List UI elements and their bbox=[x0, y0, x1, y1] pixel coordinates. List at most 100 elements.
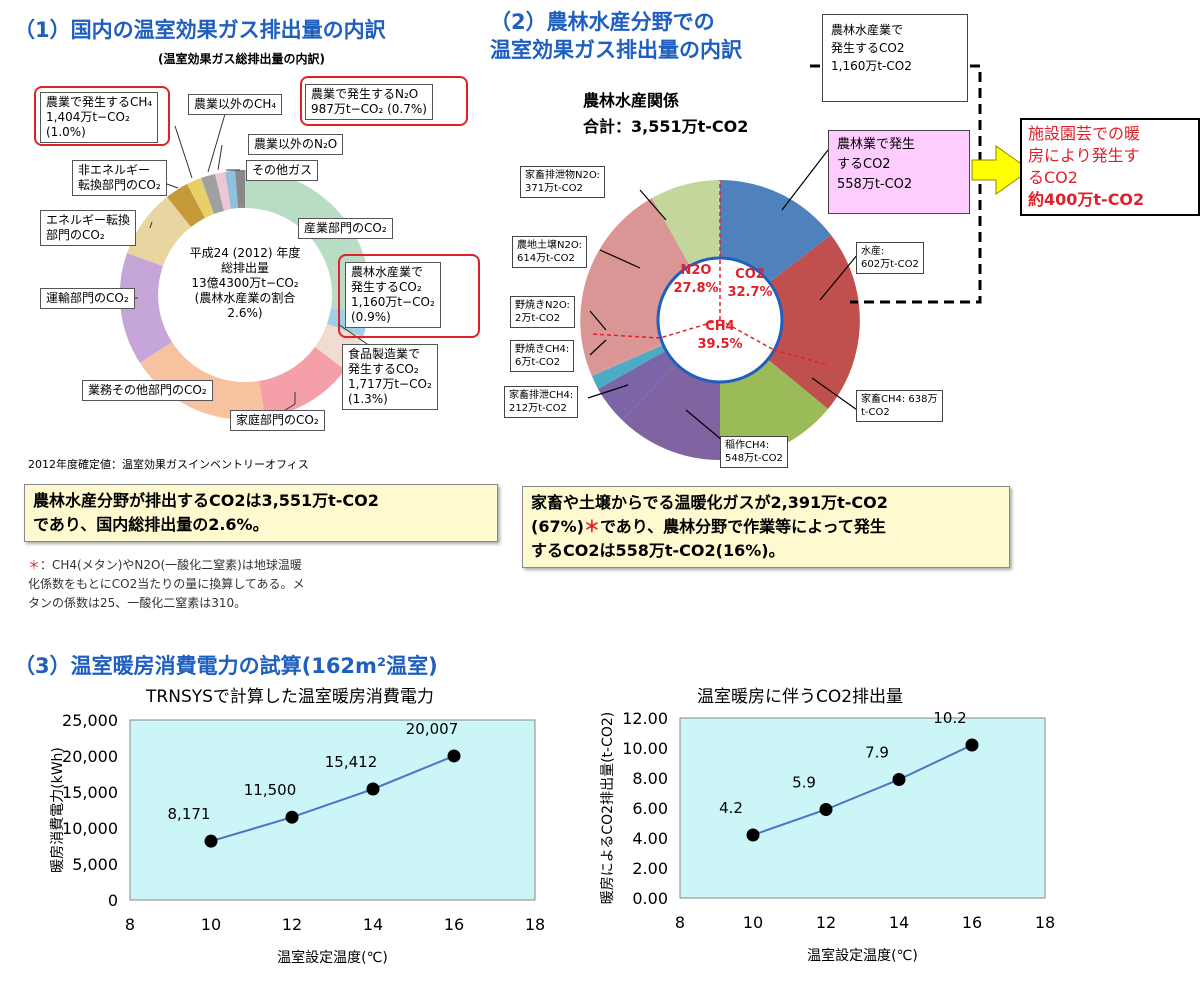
x-tick-label: 16 bbox=[444, 915, 464, 934]
segment-household bbox=[259, 347, 345, 418]
label-household: 家庭部門のCO₂ bbox=[230, 410, 325, 431]
slice-fishery bbox=[720, 235, 860, 409]
inner-co2-pct: 32.7% bbox=[727, 285, 772, 300]
label-agri-ch4: 農業で発生するCH₄ 1,404万t−CO₂ (1.0%) bbox=[40, 92, 159, 143]
x-tick-label: 8 bbox=[675, 913, 685, 932]
x-axis-label: 温室設定温度(℃) bbox=[807, 947, 918, 964]
y-tick-label: 10,000 bbox=[62, 819, 118, 838]
data-point bbox=[447, 749, 461, 763]
x-tick-label: 12 bbox=[816, 913, 836, 932]
data-label: 20,007 bbox=[406, 720, 459, 738]
inner-ch4: CH4 bbox=[705, 319, 734, 334]
label-business: 業務その他部門のCO₂ bbox=[82, 380, 213, 401]
pie-inner-labels: N2O 27.8% CO2 32.7% CH4 39.5% bbox=[673, 263, 772, 352]
y-tick-label: 20,000 bbox=[62, 747, 118, 766]
highlight-agri-ch4 bbox=[34, 86, 170, 146]
callout-fishery: 水産: 602万t-CO2 bbox=[856, 242, 924, 274]
data-point bbox=[285, 810, 299, 824]
data-label: 8,171 bbox=[168, 805, 211, 823]
highlight-agri-n2o bbox=[300, 76, 468, 126]
y-tick-label: 6.00 bbox=[632, 799, 668, 818]
greenhouse-heating-text: 施設園芸での暖 房により発生す るCO2 bbox=[1028, 124, 1141, 187]
x-tick-label: 8 bbox=[125, 915, 135, 934]
y-tick-label: 0 bbox=[108, 891, 118, 910]
callout-manure-ch4: 家畜排泄CH4: 212万t-CO2 bbox=[504, 386, 579, 418]
greenhouse-heating-amount: 約400万t-CO2 bbox=[1028, 190, 1145, 209]
segment-non-agri-n2o bbox=[225, 170, 238, 209]
x-tick-label: 18 bbox=[1035, 913, 1055, 932]
donut-subtitle: (温室効果ガス総排出量の内訳) bbox=[158, 52, 325, 66]
data-label: 15,412 bbox=[325, 753, 378, 771]
segment-non-agri-ch4 bbox=[201, 174, 224, 214]
x-tick-label: 12 bbox=[282, 915, 302, 934]
plot-area bbox=[679, 717, 1046, 899]
callout-manure-n2o: 家畜排泄物N2O: 371万t-CO2 bbox=[520, 166, 605, 198]
x-axis-label: 温室設定温度(℃) bbox=[277, 949, 388, 966]
segment-non-energy bbox=[167, 184, 205, 227]
data-label: 4.2 bbox=[719, 799, 743, 817]
data-point bbox=[892, 773, 906, 786]
data-label: 11,500 bbox=[244, 781, 297, 799]
segment-transport bbox=[119, 253, 172, 363]
label-industry: 産業部門のCO₂ bbox=[298, 218, 393, 239]
data-point bbox=[366, 782, 380, 796]
section2-title: （2）農林水産分野での 温室効果ガス排出量の内訳 bbox=[490, 10, 742, 62]
y-tick-label: 15,000 bbox=[62, 783, 118, 802]
label-other-gas: その他ガス bbox=[246, 160, 319, 181]
label-food: 食品製造業で 発生するCO₂ 1,717万t−CO₂ (1.3%) bbox=[342, 344, 438, 410]
x-tick-label: 14 bbox=[889, 913, 909, 932]
data-point bbox=[965, 738, 979, 752]
label-non-energy: 非エネルギー 転換部門のCO₂ bbox=[72, 160, 167, 196]
y-tick-label: 25,000 bbox=[62, 711, 118, 730]
chart-heating-co2: 温室暖房に伴うCO2排出量 0.00 2.00 4.00 6.00 8.00 10.00 12… bbox=[600, 687, 1055, 964]
x-tick-label: 10 bbox=[743, 913, 763, 932]
section3-title: （3）温室暖房消費電力の試算(162m²温室) bbox=[14, 654, 438, 678]
chart-title: TRNSYSで計算した温室暖房消費電力 bbox=[145, 687, 434, 707]
pie-callout-lines bbox=[587, 149, 944, 441]
donut-center-text: 平成24 (2012) 年度 総排出量 13億4300万t−CO₂ (農林水産業… bbox=[189, 246, 301, 320]
segment-agri-ch4 bbox=[187, 178, 214, 218]
pie-divider-lines bbox=[591, 180, 829, 366]
box-agri-forestry-co2: 農林業で発生 するCO2 558万t-CO2 bbox=[828, 130, 970, 214]
note2-part-b: であり、農林分野で作業等によって発生 するCO2は558万t-CO2(16%)。 bbox=[531, 517, 886, 560]
box-agri-co2-total: 農林水産業で 発生するCO2 1,160万t-CO2 bbox=[822, 14, 968, 102]
box-greenhouse-heating: 施設園芸での暖 房により発生す るCO2 約400万t-CO2 bbox=[1020, 118, 1200, 216]
summary-note-2: 家畜や土壌からでる温暖化ガスが2,391万t-CO2 (67%)＊であり、農林分… bbox=[522, 486, 1010, 568]
y-tick-label: 8.00 bbox=[632, 769, 668, 788]
series-line bbox=[752, 744, 973, 836]
y-tick-label: 5,000 bbox=[72, 855, 118, 874]
x-tick-label: 10 bbox=[201, 915, 221, 934]
highlight-forestry-co2 bbox=[338, 254, 480, 338]
segment-energy bbox=[127, 197, 191, 266]
segment-other-gas bbox=[235, 169, 245, 208]
note2-part-a: 家畜や土壌からでる温暖化ガスが2,391万t-CO2 (67%) bbox=[531, 493, 888, 536]
callout-soil-n2o: 農地土壌N2O: 614万t-CO2 bbox=[512, 236, 587, 268]
label-non-agri-ch4: 農業以外のCH₄ bbox=[188, 94, 283, 115]
segment-agri-n2o bbox=[215, 172, 231, 211]
y-tick-label: 0.00 bbox=[632, 889, 668, 908]
label-transport: 運輸部門のCO₂ bbox=[40, 288, 135, 309]
inner-n2o-pct: 27.8% bbox=[673, 281, 718, 296]
data-point bbox=[819, 803, 833, 816]
label-energy: エネルギー転換 部門のCO₂ bbox=[40, 210, 137, 246]
note2-star: ＊ bbox=[583, 517, 600, 536]
data-label: 7.9 bbox=[865, 744, 889, 762]
inner-co2: CO2 bbox=[735, 267, 765, 282]
summary-note-1: 農林水産分野が排出するCO2は3,551万t-CO2 であり、国内総排出量の2.… bbox=[24, 484, 498, 542]
label-agri-n2o: 農業で発生するN₂O 987万t−CO₂ (0.7%) bbox=[305, 84, 433, 120]
x-tick-label: 14 bbox=[363, 915, 383, 934]
callout-burn-n2o: 野焼きN2O: 2万t-CO2 bbox=[510, 296, 575, 328]
chart-title: 温室暖房に伴うCO2排出量 bbox=[697, 687, 903, 707]
y-axis-label: 暖房によるCO2排出量(t-CO2) bbox=[600, 712, 616, 904]
plot-area bbox=[129, 719, 536, 901]
agri-pie: N2O 27.8% CO2 32.7% CH4 39.5% bbox=[580, 64, 1031, 460]
source-note: 2012年度確定値：温室効果ガスインベントリーオフィス bbox=[28, 458, 309, 471]
data-label: 10.2 bbox=[933, 709, 966, 727]
section1-title: （1）国内の温室効果ガス排出量の内訳 bbox=[14, 18, 386, 42]
y-tick-label: 12.00 bbox=[622, 709, 668, 728]
chart-heating-power: TRNSYSで計算した温室暖房消費電力 0 5,000 10,000 15,000 20,… bbox=[50, 687, 545, 966]
arrow-right-icon bbox=[971, 145, 1031, 195]
x-tick-label: 18 bbox=[525, 915, 545, 934]
footnote-text: ：CH4(メタン)やN2O(一酸化二窒素)は地球温暖 化係数をもとにCO2当たり… bbox=[28, 558, 305, 610]
label-non-agri-n2o: 農業以外のN₂O bbox=[248, 134, 344, 155]
